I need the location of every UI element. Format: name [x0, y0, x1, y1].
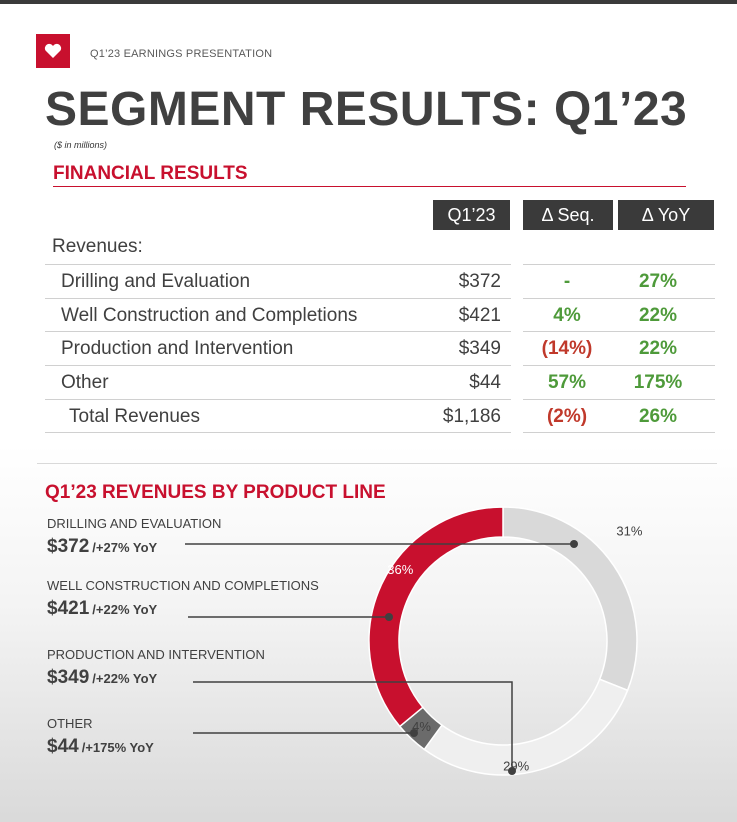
- row-seq-change: -: [563, 271, 571, 292]
- page-title: SEGMENT RESULTS: Q1’23: [45, 83, 688, 136]
- column-header-seq: Δ Seq.: [523, 200, 613, 230]
- table-row: Production and Intervention $349 (14%) 2…: [45, 331, 715, 364]
- section-divider: [37, 463, 717, 464]
- product-line-title: Q1’23 REVENUES BY PRODUCT LINE: [45, 482, 386, 503]
- donut-slice-label-drilling: 31%: [616, 524, 642, 539]
- row-yoy-change: 22%: [638, 338, 678, 359]
- donut-slice-label-production: 29%: [503, 759, 529, 774]
- revenues-label: Revenues:: [52, 236, 143, 257]
- segment-amount: $421/+22% YoY: [47, 598, 157, 620]
- row-seq-change: (2%): [546, 406, 588, 427]
- row-yoy-change: 175%: [633, 372, 683, 393]
- row-value: $349: [458, 338, 501, 359]
- segment-amount-value: $372: [47, 536, 90, 557]
- row-name: Total Revenues: [69, 406, 200, 427]
- leader-line-production: [193, 681, 513, 771]
- row-value: $372: [458, 271, 501, 292]
- row-name: Other: [61, 372, 109, 393]
- table-row: Well Construction and Completions $421 4…: [45, 298, 715, 331]
- row-yoy-change: 22%: [638, 305, 678, 326]
- units-note: ($ in millions): [54, 140, 108, 150]
- heart-logo-icon: [44, 43, 62, 58]
- segment-yoy: /+22% YoY: [92, 671, 158, 686]
- presentation-kicker: Q1’23 EARNINGS PRESENTATION: [90, 48, 273, 60]
- row-seq-change: 57%: [547, 372, 587, 393]
- table-row-total: Total Revenues $1,186 (2%) 26%: [45, 399, 715, 432]
- segment-amount: $44/+175% YoY: [47, 736, 154, 758]
- product-line-donut-chart: 31% 29% 4% 36%: [185, 506, 643, 776]
- row-yoy-change: 27%: [638, 271, 678, 292]
- segment-amount: $372/+27% YoY: [47, 536, 157, 558]
- row-value: $44: [469, 372, 501, 393]
- segment-name: OTHER: [47, 716, 93, 731]
- segment-amount-value: $421: [47, 598, 90, 619]
- segment-amount: $349/+22% YoY: [47, 667, 157, 689]
- segment-amount-value: $349: [47, 667, 90, 688]
- financial-results-title: FINANCIAL RESULTS: [53, 163, 248, 184]
- row-value: $421: [458, 305, 501, 326]
- leader-line-production-dot: [508, 767, 516, 775]
- brand-logo: [36, 34, 70, 68]
- donut-slice-label-well-construction: 36%: [387, 562, 413, 577]
- segment-name: PRODUCTION AND INTERVENTION: [47, 647, 265, 662]
- segment-name: WELL CONSTRUCTION AND COMPLETIONS: [47, 578, 319, 593]
- row-name: Production and Intervention: [61, 338, 294, 359]
- column-header-q1: Q1’23: [433, 200, 510, 230]
- table-bottom-rule: [45, 432, 715, 433]
- segment-yoy: /+175% YoY: [81, 740, 154, 755]
- row-name: Well Construction and Completions: [61, 305, 358, 326]
- table-row: Drilling and Evaluation $372 - 27%: [45, 264, 715, 297]
- segment-yoy: /+22% YoY: [92, 602, 158, 617]
- column-header-yoy: Δ YoY: [618, 200, 714, 230]
- column-gap: [511, 264, 523, 434]
- leader-line-well-construction-dot: [385, 613, 393, 621]
- row-seq-change: (14%): [541, 338, 593, 359]
- section-rule: [53, 186, 686, 187]
- row-yoy-change: 26%: [638, 406, 678, 427]
- leader-line-drilling-dot: [570, 540, 578, 548]
- table-row: Other $44 57% 175%: [45, 365, 715, 398]
- leader-line-other-dot: [410, 729, 418, 737]
- segment-yoy: /+27% YoY: [92, 540, 158, 555]
- segment-amount-value: $44: [47, 736, 79, 757]
- row-seq-change: 4%: [553, 305, 581, 326]
- segment-name: DRILLING AND EVALUATION: [47, 516, 222, 531]
- row-value: $1,186: [442, 406, 501, 427]
- donut-slice-label-other: 4%: [412, 719, 431, 734]
- donut-slice-well-construction: [368, 506, 504, 728]
- row-name: Drilling and Evaluation: [61, 271, 251, 292]
